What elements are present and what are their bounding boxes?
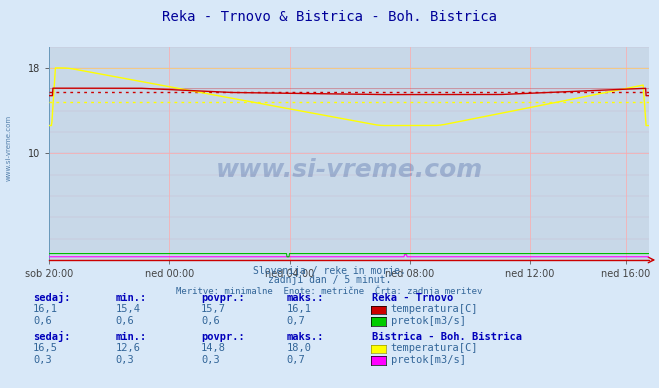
Text: sedaj:: sedaj: — [33, 292, 71, 303]
Text: www.si-vreme.com: www.si-vreme.com — [5, 114, 11, 180]
Text: povpr.:: povpr.: — [201, 293, 244, 303]
Text: pretok[m3/s]: pretok[m3/s] — [391, 316, 466, 326]
Text: temperatura[C]: temperatura[C] — [391, 343, 478, 353]
Text: 0,7: 0,7 — [287, 316, 305, 326]
Text: Reka - Trnovo: Reka - Trnovo — [372, 293, 453, 303]
Text: temperatura[C]: temperatura[C] — [391, 304, 478, 314]
Text: sedaj:: sedaj: — [33, 331, 71, 341]
Text: 12,6: 12,6 — [115, 343, 140, 353]
Text: Reka - Trnovo & Bistrica - Boh. Bistrica: Reka - Trnovo & Bistrica - Boh. Bistrica — [162, 10, 497, 24]
Text: povpr.:: povpr.: — [201, 331, 244, 341]
Text: Slovenija / reke in morje.: Slovenija / reke in morje. — [253, 266, 406, 276]
Text: maks.:: maks.: — [287, 331, 324, 341]
Text: 0,3: 0,3 — [115, 355, 134, 365]
Text: 0,7: 0,7 — [287, 355, 305, 365]
Text: 16,5: 16,5 — [33, 343, 58, 353]
Text: 15,7: 15,7 — [201, 304, 226, 314]
Text: maks.:: maks.: — [287, 293, 324, 303]
Text: 0,6: 0,6 — [115, 316, 134, 326]
Text: 15,4: 15,4 — [115, 304, 140, 314]
Text: www.si-vreme.com: www.si-vreme.com — [215, 158, 483, 182]
Text: 0,3: 0,3 — [33, 355, 51, 365]
Text: 18,0: 18,0 — [287, 343, 312, 353]
Text: Meritve: minimalne  Enote: metrične  Črta: zadnja meritev: Meritve: minimalne Enote: metrične Črta:… — [177, 285, 482, 296]
Text: Bistrica - Boh. Bistrica: Bistrica - Boh. Bistrica — [372, 331, 523, 341]
Text: 0,6: 0,6 — [33, 316, 51, 326]
Text: 0,6: 0,6 — [201, 316, 219, 326]
Text: min.:: min.: — [115, 293, 146, 303]
Text: 16,1: 16,1 — [33, 304, 58, 314]
Text: pretok[m3/s]: pretok[m3/s] — [391, 355, 466, 365]
Text: 0,3: 0,3 — [201, 355, 219, 365]
Text: 16,1: 16,1 — [287, 304, 312, 314]
Text: 14,8: 14,8 — [201, 343, 226, 353]
Text: min.:: min.: — [115, 331, 146, 341]
Text: zadnji dan / 5 minut.: zadnji dan / 5 minut. — [268, 275, 391, 286]
